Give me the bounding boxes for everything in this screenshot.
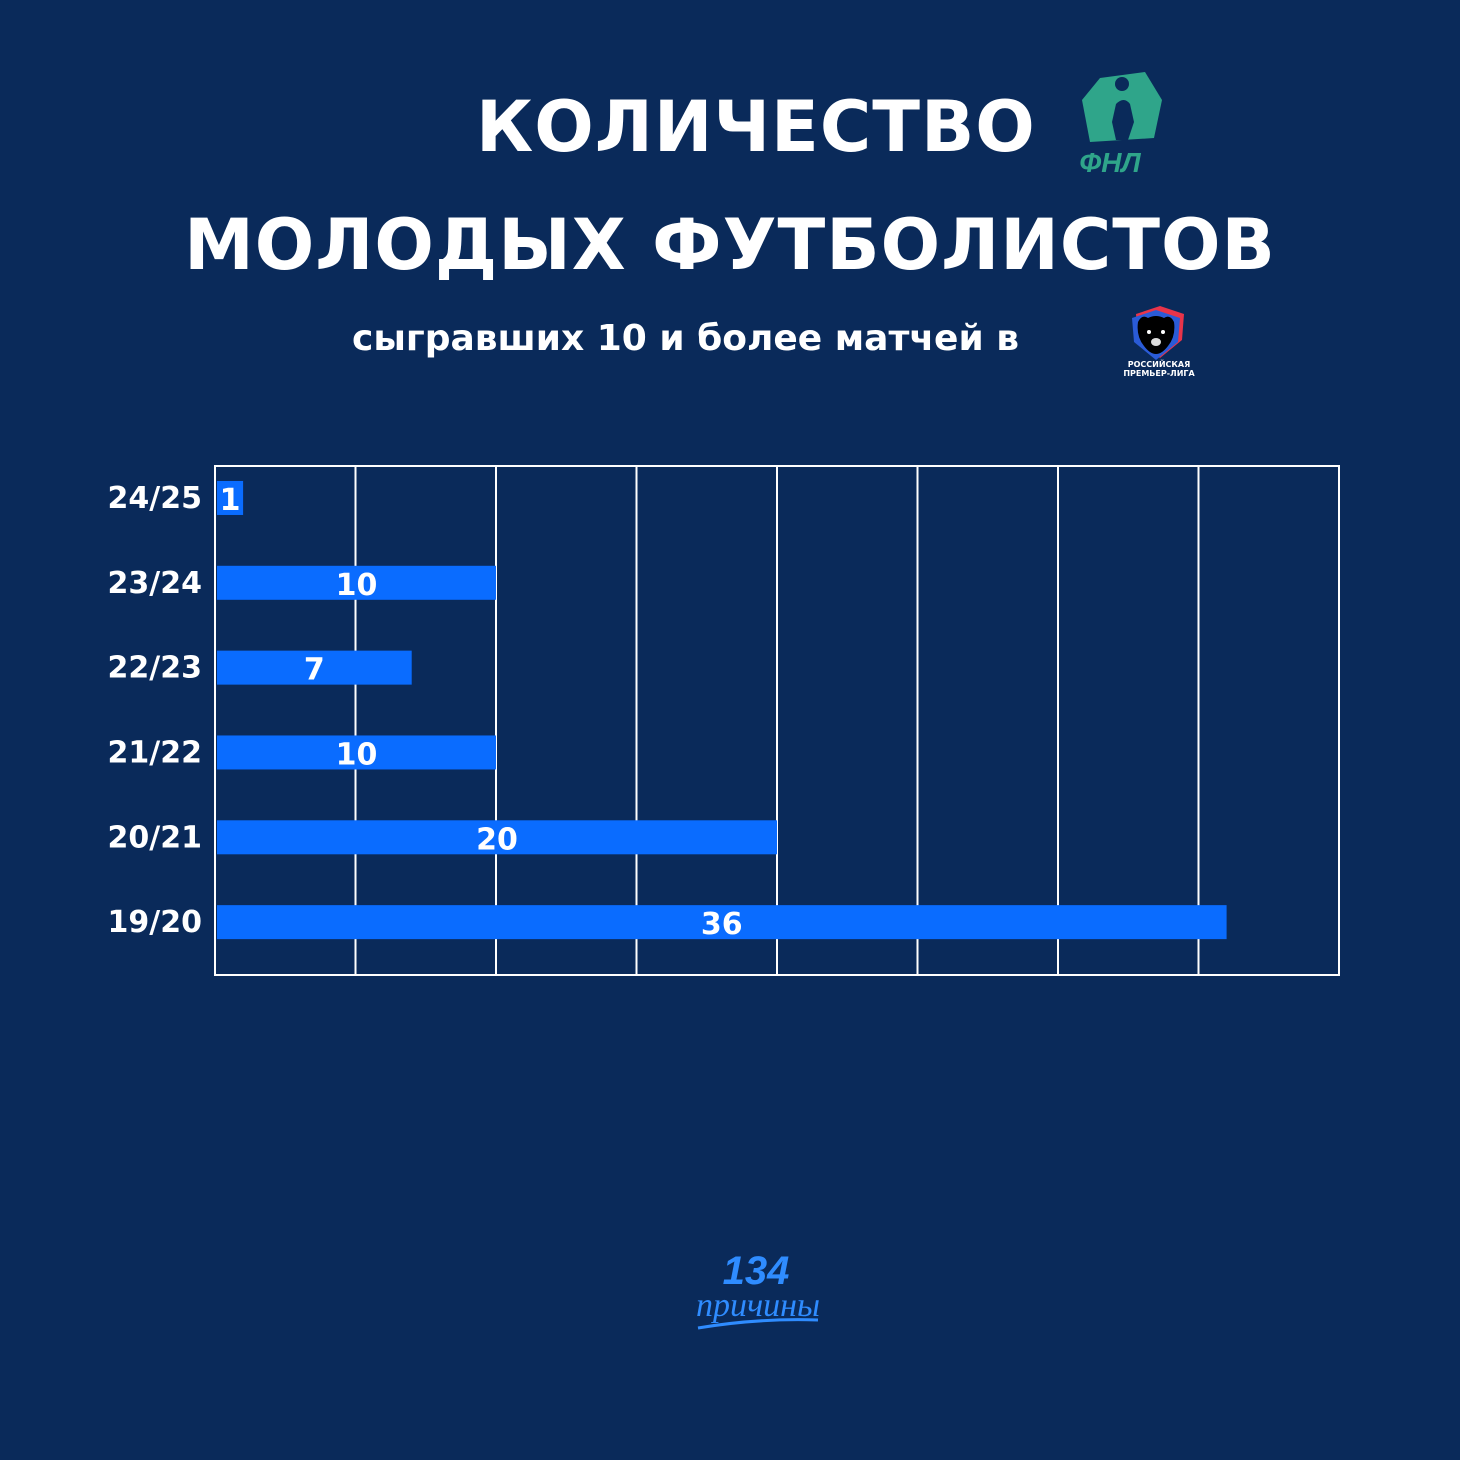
bar [217,650,412,685]
chart-labels: 1 24/25 10 23/24 7 22/23 10 21/22 20 20/21 36 19/20 [108,481,743,942]
brand-number: 134 [723,1249,790,1293]
rpl-logo-bear-eye-left [1147,330,1151,334]
chart-grid [214,465,1340,976]
bar-value-label: 36 [701,907,743,942]
rpl-logo-bear-snout [1151,338,1161,346]
bar [217,735,496,770]
rpl-bear-logo [1132,306,1184,360]
fnl-logo-text: ФНЛ [1079,147,1141,178]
rpl-logo-bear [1137,316,1175,354]
rpl-logo-bear-eye-right [1161,330,1165,334]
bar [217,480,244,515]
fnl-logo: ФНЛ [1079,72,1162,178]
brand-word: причины [696,1287,820,1324]
bar-value-label: 10 [336,568,378,603]
category-label: 21/22 [108,735,202,770]
rpl-logo-text: РОССИЙСКАЯ ПРЕМЬЕР-ЛИГА [1118,360,1200,378]
bar-value-label: 7 [304,653,325,688]
category-label: 22/23 [108,651,202,686]
fnl-logo-ball [1115,77,1129,91]
bar [217,820,777,855]
category-label: 19/20 [108,905,202,940]
category-label: 24/25 [108,481,202,516]
bar [217,565,496,600]
134-prichiny-logo: 134 причины [696,1249,820,1330]
title-line1-text: КОЛИЧЕСТВО [476,86,1036,168]
chart-bars [217,480,1227,940]
fnl-logo-player [1112,100,1134,140]
rpl-logo-text-line2: ПРЕМЬЕР-ЛИГА [1123,369,1195,378]
chart-title-line2: МОЛОДЫХ ФУТБОЛИСТОВ [184,204,1276,286]
rpl-logo-text-line1: РОССИЙСКАЯ [1127,360,1191,369]
brand-underline [697,1318,819,1330]
category-label: 20/21 [108,820,202,855]
bar-value-label: 10 [336,737,378,772]
bar [217,905,1227,940]
chart-subtitle: сыгравших 10 и более матчей в [352,318,1020,359]
bar-value-label: 1 [220,483,241,518]
category-label: 23/24 [108,566,202,601]
bar-value-label: 20 [476,822,518,857]
